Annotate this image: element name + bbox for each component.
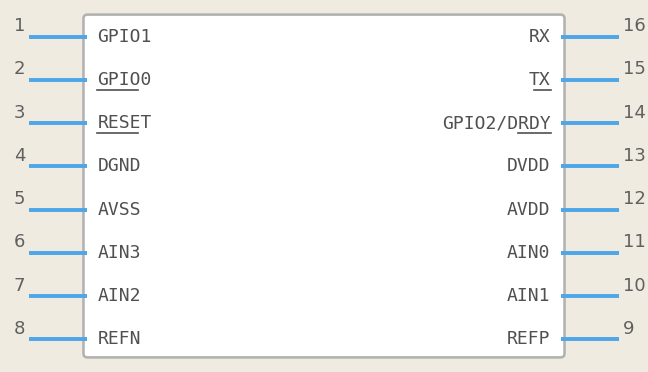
Text: TX: TX bbox=[529, 71, 551, 89]
Text: AIN2: AIN2 bbox=[97, 287, 141, 305]
Text: 9: 9 bbox=[623, 320, 634, 338]
Text: AVSS: AVSS bbox=[97, 201, 141, 219]
Text: 12: 12 bbox=[623, 190, 645, 208]
Text: AIN0: AIN0 bbox=[507, 244, 551, 262]
Text: 5: 5 bbox=[14, 190, 25, 208]
Text: 6: 6 bbox=[14, 233, 25, 251]
Text: RX: RX bbox=[529, 28, 551, 46]
Text: 16: 16 bbox=[623, 17, 645, 35]
Text: 14: 14 bbox=[623, 104, 645, 122]
Text: AVDD: AVDD bbox=[507, 201, 551, 219]
Text: 10: 10 bbox=[623, 277, 645, 295]
Text: 8: 8 bbox=[14, 320, 25, 338]
Text: DVDD: DVDD bbox=[507, 157, 551, 175]
Text: REFN: REFN bbox=[97, 330, 141, 349]
Text: 4: 4 bbox=[14, 147, 25, 165]
Text: DGND: DGND bbox=[97, 157, 141, 175]
Text: 15: 15 bbox=[623, 60, 645, 78]
Text: RESET: RESET bbox=[97, 114, 152, 132]
Text: 2: 2 bbox=[14, 60, 25, 78]
Text: GPIO2/DRDY: GPIO2/DRDY bbox=[442, 114, 551, 132]
Text: 13: 13 bbox=[623, 147, 645, 165]
Text: 11: 11 bbox=[623, 233, 645, 251]
Text: 7: 7 bbox=[14, 277, 25, 295]
FancyBboxPatch shape bbox=[84, 15, 564, 357]
Text: AIN1: AIN1 bbox=[507, 287, 551, 305]
Text: 3: 3 bbox=[14, 104, 25, 122]
Text: GPIO1: GPIO1 bbox=[97, 28, 152, 46]
Text: REFP: REFP bbox=[507, 330, 551, 349]
Text: 1: 1 bbox=[14, 17, 25, 35]
Text: AIN3: AIN3 bbox=[97, 244, 141, 262]
Text: GPIO0: GPIO0 bbox=[97, 71, 152, 89]
